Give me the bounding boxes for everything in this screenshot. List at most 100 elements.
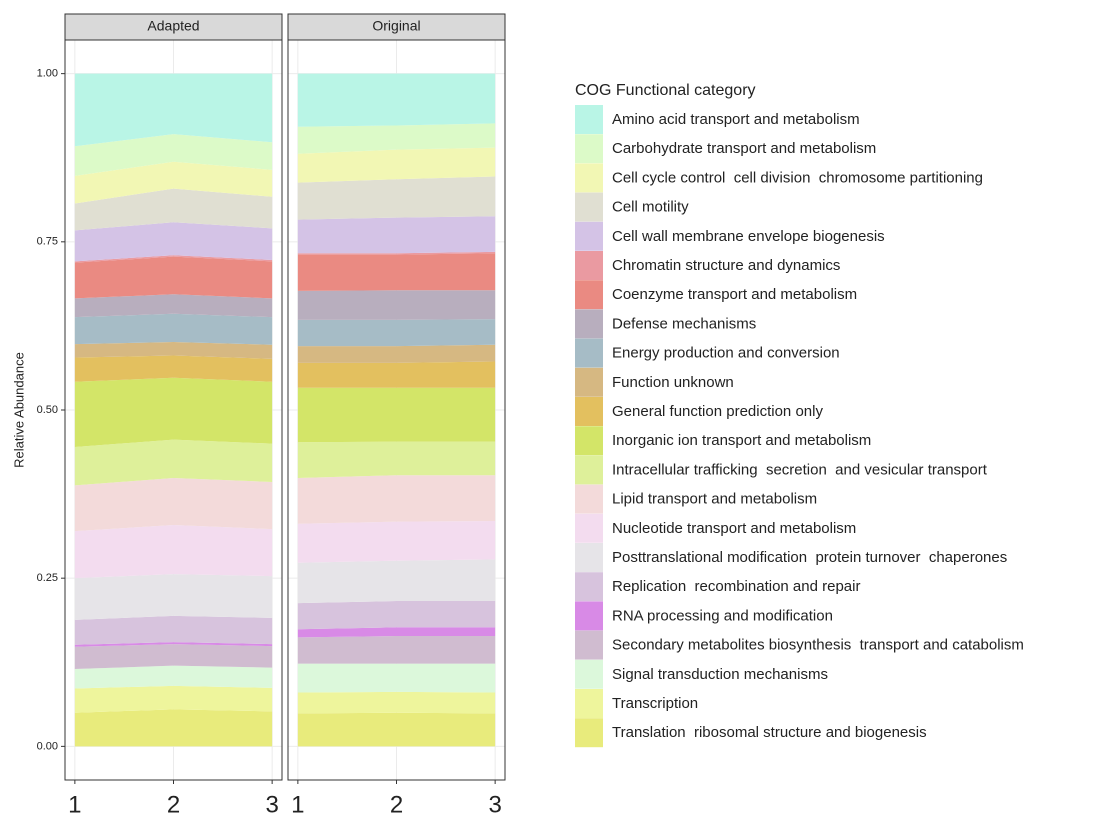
legend-key — [575, 221, 603, 251]
legend-key — [575, 251, 603, 280]
area — [297, 147, 496, 183]
legend-key — [575, 484, 603, 514]
y-tick-label: 0.75 — [37, 236, 58, 248]
area — [297, 636, 496, 664]
area — [74, 342, 273, 359]
area — [74, 642, 273, 647]
legend-key — [575, 572, 603, 602]
area — [74, 685, 273, 713]
area — [297, 441, 496, 478]
y-tick-label: 0.50 — [37, 404, 58, 416]
y-tick-label: 0.00 — [37, 740, 58, 752]
legend-label: Posttranslational modification protein t… — [612, 549, 1007, 566]
legend-key — [575, 455, 603, 485]
legend-label: Replication recombination and repair — [612, 578, 860, 595]
y-tick-label: 1.00 — [37, 68, 58, 80]
legend-key — [575, 513, 603, 543]
area — [297, 691, 496, 714]
x-tick-label: 3 — [488, 791, 501, 818]
legend-label: Cell wall membrane envelope biogenesis — [612, 228, 885, 245]
legend-key — [575, 309, 603, 339]
area — [297, 216, 496, 254]
legend-label: Defense mechanisms — [612, 315, 756, 332]
area — [74, 222, 273, 262]
area — [74, 525, 273, 579]
y-tick-label: 0.25 — [37, 572, 58, 584]
area — [74, 644, 273, 669]
x-tick-label: 1 — [68, 791, 81, 818]
area — [74, 355, 273, 382]
legend-label: Secondary metabolites biosynthesis trans… — [612, 637, 1024, 654]
legend-key — [575, 426, 603, 456]
area — [74, 134, 273, 176]
legend-key — [575, 689, 603, 718]
area — [74, 256, 273, 299]
area — [297, 387, 496, 443]
area — [74, 574, 273, 620]
area — [74, 188, 273, 231]
area — [297, 319, 496, 347]
area — [297, 361, 496, 388]
legend-label: Cell motility — [612, 199, 689, 216]
area — [74, 665, 273, 689]
legend-key — [575, 397, 603, 426]
area — [297, 176, 496, 220]
legend-key — [575, 659, 603, 689]
legend-label: Signal transduction mechanisms — [612, 666, 828, 683]
facet-title: Adapted — [147, 18, 199, 34]
area — [74, 255, 273, 263]
legend-key — [575, 163, 603, 193]
x-tick-label: 2 — [390, 791, 403, 818]
area — [74, 161, 273, 204]
legend-key — [575, 105, 603, 134]
legend-label: Translation ribosomal structure and biog… — [612, 724, 927, 741]
legend-label: Cell cycle control cell division chromos… — [612, 169, 983, 186]
facet-strip — [287, 13, 506, 41]
area — [74, 615, 273, 645]
area — [297, 73, 496, 127]
legend-key — [575, 338, 603, 368]
area — [297, 475, 496, 524]
area — [74, 73, 273, 147]
area — [297, 559, 496, 604]
legend-key — [575, 718, 603, 748]
area — [297, 344, 496, 363]
legend-key — [575, 280, 603, 310]
area — [74, 439, 273, 486]
legend-label: Transcription — [612, 695, 698, 712]
x-tick-label: 2 — [167, 791, 180, 818]
legend-key — [575, 367, 603, 397]
area — [74, 709, 273, 747]
area — [297, 601, 496, 630]
legend-label: Nucleotide transport and metabolism — [612, 520, 856, 537]
area — [297, 627, 496, 638]
area — [297, 251, 496, 255]
legend-label: Intracellular trafficking secretion and … — [612, 461, 988, 478]
legend-label: Amino acid transport and metabolism — [612, 111, 860, 128]
area — [297, 123, 496, 154]
x-tick-label: 3 — [265, 791, 278, 818]
legend-label: Inorganic ion transport and metabolism — [612, 432, 871, 449]
area — [297, 290, 496, 320]
legend-label: Lipid transport and metabolism — [612, 491, 817, 508]
legend-title: COG Functional category — [575, 82, 756, 99]
legend-label: Function unknown — [612, 374, 734, 391]
legend-key — [575, 543, 603, 572]
area — [297, 253, 496, 291]
area — [297, 663, 496, 693]
area — [74, 477, 273, 532]
legend-label: Energy production and conversion — [612, 345, 840, 362]
legend-key — [575, 192, 603, 222]
legend-key — [575, 601, 603, 631]
legend-label: RNA processing and modification — [612, 607, 833, 624]
legend-label: Carbohydrate transport and metabolism — [612, 140, 876, 157]
area — [74, 313, 273, 345]
legend-label: Chromatin structure and dynamics — [612, 257, 840, 274]
area — [297, 712, 496, 747]
facet-title: Original — [372, 18, 420, 34]
area — [74, 294, 273, 318]
area — [297, 521, 496, 563]
area — [74, 377, 273, 447]
legend-label: Coenzyme transport and metabolism — [612, 286, 857, 303]
